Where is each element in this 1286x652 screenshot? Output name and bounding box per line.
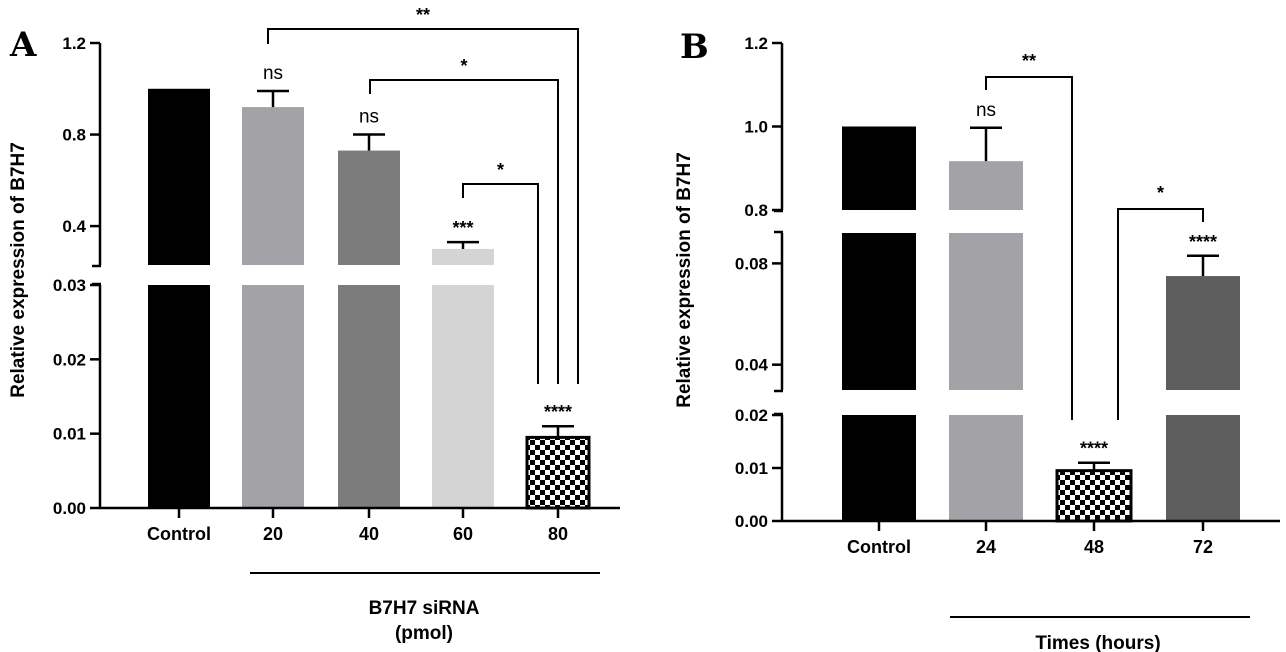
bar-b-72-seg1 (1166, 276, 1240, 390)
panel-letter-b: B (680, 27, 709, 67)
y-tick-label-a-1.2: 1.2 (62, 34, 86, 53)
bar-label-a-40: ns (359, 107, 379, 128)
bracket-a-60-80 (462, 183, 539, 384)
y-tick-label-b-0.08: 0.08 (735, 254, 768, 273)
bar-b-24-seg0 (949, 415, 1023, 521)
y-tick-label-b-1.2: 1.2 (744, 34, 768, 53)
bracket-label-a-20-80: ** (416, 5, 430, 25)
bar-a-20-seg1 (242, 107, 304, 265)
bar-b-48-seg0 (1055, 469, 1133, 523)
bar-b-Control-seg0 (842, 415, 916, 521)
y-axis-label-a: Relative expression of B7H7 (8, 142, 29, 398)
y-tick-label-a-0.4: 0.4 (62, 217, 86, 236)
bracket-b-48-72 (1117, 208, 1204, 420)
bar-b-Control-seg1 (842, 233, 916, 390)
panel-letter-a: A (9, 25, 37, 65)
bar-a-60-seg0 (432, 285, 494, 508)
bracket-a-40-80 (369, 79, 559, 384)
bar-a-60-seg1 (432, 248, 494, 265)
y-tick-label-a-0.03: 0.03 (53, 276, 86, 295)
y-tick-label-a-0.01: 0.01 (53, 425, 86, 444)
bar-a-80-seg0 (525, 435, 591, 510)
x-axis-label-a-line2: (pmol) (395, 623, 453, 644)
x-tick-label-b-72: 72 (1193, 537, 1213, 557)
chart-b-marks: 0.00 0.01 0.02 0.04 0.08 0.8 1.0 1.2 Control 24 48… (735, 34, 1280, 557)
bar-a-20-seg0 (242, 285, 304, 508)
y-tick-label-b-0.02: 0.02 (735, 406, 768, 425)
x-axis-label-b: Times (hours) (1035, 633, 1160, 652)
bar-b-24-seg2 (949, 161, 1023, 210)
bracket-a-20-80 (267, 28, 579, 384)
bar-label-a-80: **** (544, 402, 572, 422)
bar-a-Control-seg1 (148, 88, 210, 265)
y-tick-label-a-0.8: 0.8 (62, 126, 86, 145)
bracket-label-b-24-48: ** (1022, 51, 1036, 71)
y-tick-label-a-0.02: 0.02 (53, 350, 86, 369)
x-tick-label-b-Control: Control (847, 537, 911, 557)
x-axis-label-a-line1: B7H7 siRNA (369, 598, 480, 619)
bracket-label-a-60-80: * (497, 160, 504, 180)
y-tick-label-b-0.01: 0.01 (735, 459, 768, 478)
bar-a-40-seg0 (338, 285, 400, 508)
chart-a-marks: 0.00 0.01 0.02 0.03 0.4 0.8 1.2 Control 20 40 60 80… (53, 5, 620, 544)
y-tick-label-b-0.8: 0.8 (744, 201, 768, 220)
x-tick-label-b-48: 48 (1084, 537, 1104, 557)
bar-b-24-seg1 (949, 233, 1023, 390)
bar-label-a-20: ns (263, 63, 283, 84)
x-tick-label-a-Control: Control (147, 524, 211, 544)
x-tick-label-a-60: 60 (453, 524, 473, 544)
bar-label-b-48: **** (1080, 439, 1108, 459)
y-tick-label-b-1.0: 1.0 (744, 118, 768, 137)
x-tick-label-a-20: 20 (263, 524, 283, 544)
bracket-label-a-40-80: * (460, 56, 467, 76)
bar-label-a-60: *** (452, 218, 473, 238)
y-tick-label-b-0.04: 0.04 (735, 356, 769, 375)
x-tick-label-b-24: 24 (976, 537, 996, 557)
y-axis-label-b: Relative expression of B7H7 (674, 152, 695, 408)
panel-a: A Relative expression of B7H7 B7H7 siRNA… (8, 25, 600, 644)
y-tick-label-b-0.00: 0.00 (735, 512, 768, 531)
bar-label-b-24: ns (976, 100, 996, 121)
bar-label-b-72: **** (1189, 232, 1217, 252)
y-tick-label-a-0.00: 0.00 (53, 499, 86, 518)
bar-b-Control-seg2 (842, 126, 916, 210)
panel-b: B Relative expression of B7H7 Times (hou… (674, 27, 1250, 652)
bracket-label-b-48-72: * (1157, 183, 1164, 203)
x-tick-label-a-40: 40 (359, 524, 379, 544)
bar-b-72-seg0 (1166, 415, 1240, 521)
bar-a-40-seg1 (338, 150, 400, 265)
bar-a-Control-seg0 (148, 285, 210, 508)
x-tick-label-a-80: 80 (548, 524, 568, 544)
bracket-b-24-48 (985, 76, 1073, 420)
